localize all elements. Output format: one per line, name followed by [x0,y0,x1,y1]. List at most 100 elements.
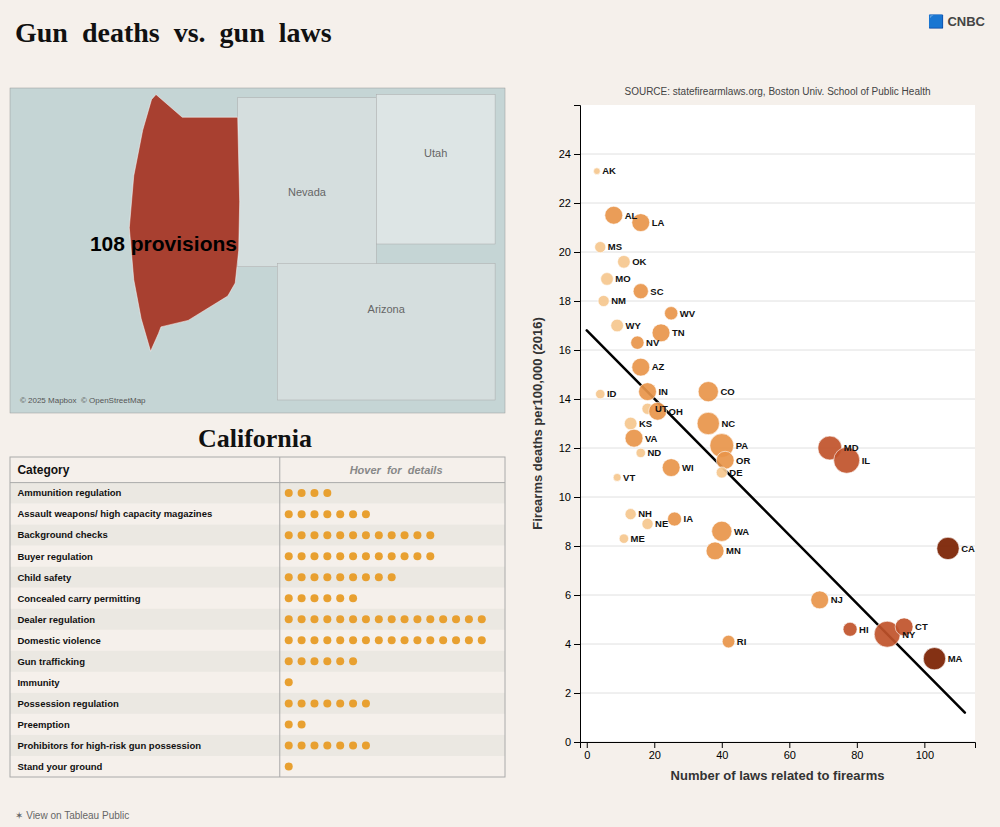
category-label: Gun trafficking [17,656,85,667]
table-header-label: Category [17,463,69,477]
x-axis: 020406080100 [581,742,976,761]
tick: 22 [559,197,580,209]
table-row [10,546,505,567]
dot [349,510,357,518]
point-label: SC [650,286,663,297]
grid-line [580,154,975,155]
tick-label: 80 [851,749,863,761]
point-label: NC [721,418,735,429]
point [636,448,645,457]
table-divider [10,482,505,483]
dot [336,510,344,518]
dot [413,615,421,623]
dot [362,531,370,539]
table-background [10,457,505,777]
tick-mark [574,742,580,743]
tick-mark [574,350,580,351]
dot [349,741,357,749]
tick-mark [924,742,925,748]
footer: ✶ View on Tableau Public [15,810,129,821]
table-row [10,567,505,588]
point-label: NJ [831,594,843,605]
dot [298,615,306,623]
point-label: LA [652,217,665,228]
point-label: UT [655,403,668,414]
dot [310,594,318,602]
point [605,206,623,224]
dot [349,657,357,665]
point [937,537,959,559]
table-header: CategoryHover for details [17,463,442,477]
dot [388,573,396,581]
dot [336,699,344,707]
grid-line [580,399,975,400]
dot [310,573,318,581]
tick-label: 0 [584,749,590,761]
dot [323,489,331,497]
point-label: KS [639,418,652,429]
dot [285,636,293,644]
point-label: NV [646,337,660,348]
dot [349,594,357,602]
dot [362,510,370,518]
point [706,542,724,560]
point-label: ND [647,447,661,458]
dot [285,678,293,686]
dot [310,636,318,644]
tick-mark [587,742,588,748]
point-labels: AKALLAMSOKMOSCNMWVWYTNNVAZIDINCOUTOHKSNC… [602,165,975,664]
category-label: Domestic violence [17,635,100,646]
dot [465,615,473,623]
tick: 20 [559,246,580,258]
grid-line [580,350,975,351]
dot [478,615,486,623]
table-row [10,756,505,777]
dot [336,657,344,665]
point-label: AZ [652,361,665,372]
map-state [129,95,239,352]
dot [285,720,293,728]
dot [349,573,357,581]
category-label: Child safety [17,572,72,583]
axis-line [581,743,976,749]
tick-mark [789,742,790,748]
dot [310,699,318,707]
dot [298,699,306,707]
point [596,389,605,398]
point-label: NE [655,518,668,529]
category-label: Prohibitors for high-risk gun possession [17,740,201,751]
tick: 8 [565,540,580,552]
dot [298,720,306,728]
tick-label: 22 [559,197,571,209]
dot [310,657,318,665]
category-label: Possession regulation [17,698,119,709]
point [639,383,657,401]
point-label: OK [632,256,646,267]
dot [401,636,409,644]
table-row [10,588,505,609]
tick-label: 12 [559,442,571,454]
category-label: Concealed carry permitting [17,593,140,604]
point-label: RI [737,636,747,647]
table-row [10,651,505,672]
point-label: ID [607,388,617,399]
dot [375,636,383,644]
tick: 10 [559,491,580,503]
tick-mark [574,497,580,498]
background [0,0,1000,827]
point-label: TN [672,327,685,338]
tick-label: 8 [565,540,571,552]
table-divider [279,457,280,777]
tick-mark [574,693,580,694]
dot [285,510,293,518]
tick-label: 100 [916,749,934,761]
tick-label: 20 [559,246,571,258]
map-region [238,98,377,267]
point-label: VA [645,433,658,444]
dot [413,636,421,644]
dot [349,699,357,707]
dot [323,573,331,581]
table-row [10,735,505,756]
table-row [10,504,505,525]
chart-root: Gun deaths vs. gun laws🟦 CNBC✶ View on T… [0,0,1000,827]
